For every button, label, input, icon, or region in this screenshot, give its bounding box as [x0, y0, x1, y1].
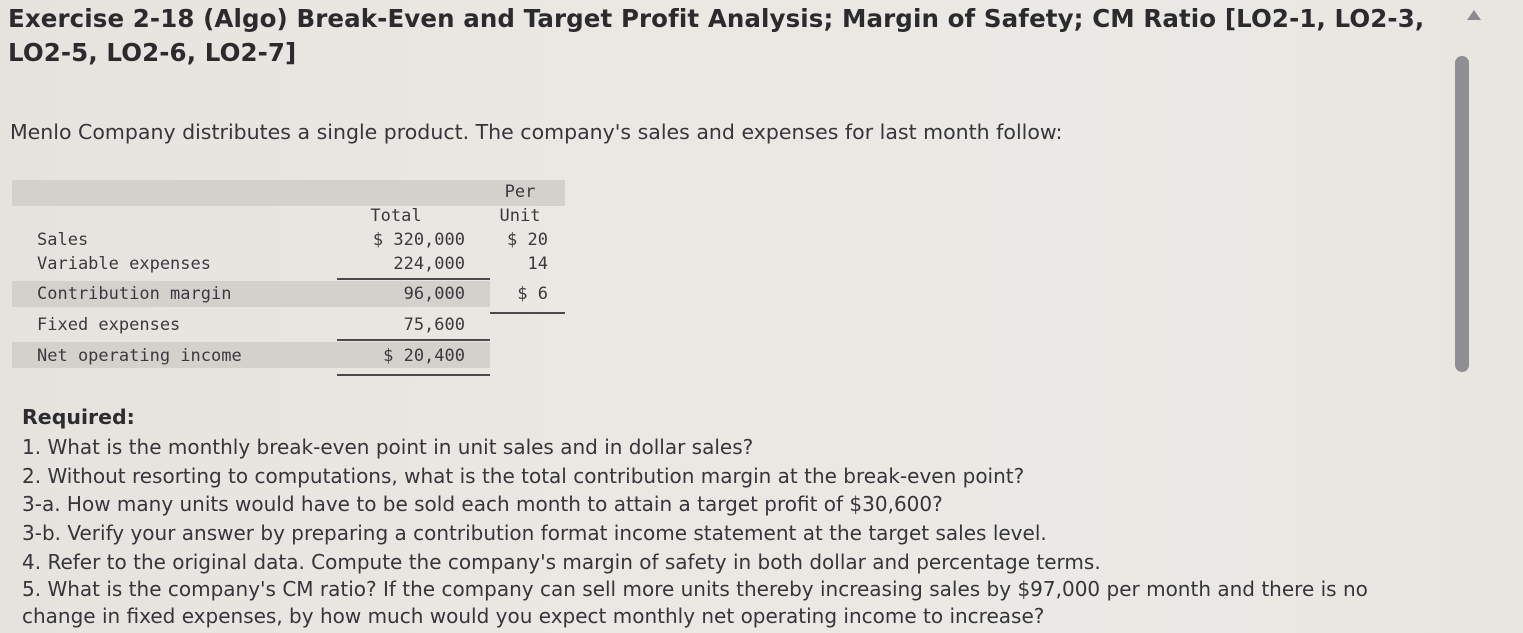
scroll-up-arrow-icon[interactable] — [1467, 10, 1481, 20]
cell-variable-total: 224,000 — [393, 254, 465, 274]
rule-noi-total — [337, 374, 490, 376]
intro-text: Menlo Company distributes a single produ… — [10, 120, 1063, 144]
question-1: 1. What is the monthly break-even point … — [22, 435, 754, 459]
question-3b: 3-b. Verify your answer by preparing a c… — [22, 521, 1047, 545]
header-per: Per — [504, 182, 536, 202]
cell-variable-per-unit: 14 — [527, 254, 548, 274]
exercise-title: Exercise 2-18 (Algo) Break-Even and Targ… — [8, 4, 1425, 67]
sales-expenses-table: Per Unit Total Sales $ 320,000 $ 20 Vari… — [12, 180, 565, 378]
row-label-fixed: Fixed expenses — [37, 315, 181, 335]
cell-sales-per-unit: $ 20 — [507, 230, 548, 250]
header-total: Total — [370, 206, 422, 226]
question-2: 2. Without resorting to computations, wh… — [22, 464, 1025, 488]
row-label-contribution: Contribution margin — [37, 284, 232, 304]
required-heading: Required: — [22, 405, 135, 429]
rule-variable-total — [337, 278, 490, 280]
cell-sales-total: $ 320,000 — [372, 230, 465, 250]
cell-noi-total: $ 20,400 — [383, 346, 465, 366]
header-unit: Unit — [499, 206, 541, 226]
row-label-noi: Net operating income — [37, 346, 242, 366]
rule-per-unit — [490, 312, 565, 314]
rule-fixed-total — [337, 339, 490, 341]
table-band-noi — [12, 342, 490, 368]
question-5: 5. What is the company's CM ratio? If th… — [22, 577, 1368, 628]
cell-fixed-total: 75,600 — [403, 315, 465, 335]
table-header-band — [12, 180, 565, 206]
question-3a: 3-a. How many units would have to be sol… — [22, 492, 943, 516]
scrollbar-thumb[interactable] — [1455, 56, 1469, 372]
row-label-sales: Sales — [37, 230, 89, 250]
question-4: 4. Refer to the original data. Compute t… — [22, 550, 1101, 574]
row-label-variable: Variable expenses — [37, 254, 211, 274]
cell-contribution-per-unit: $ 6 — [517, 284, 548, 304]
table-band-contribution — [12, 281, 490, 307]
cell-contribution-total: 96,000 — [403, 284, 465, 304]
